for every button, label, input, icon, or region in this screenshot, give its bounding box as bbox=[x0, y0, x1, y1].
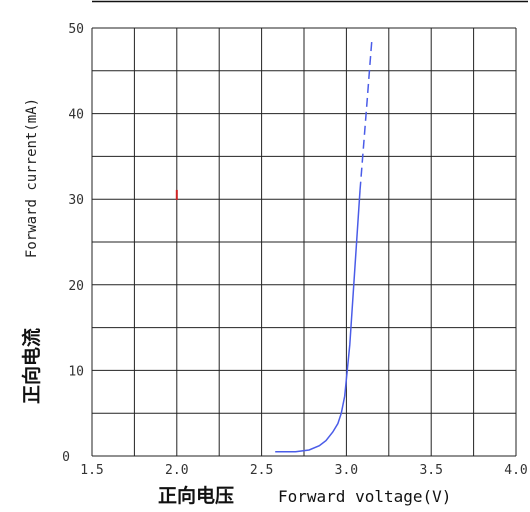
series-group bbox=[275, 40, 373, 453]
iv-curve-solid bbox=[275, 190, 361, 453]
y-axis-label-cn: 正向电流 bbox=[20, 328, 43, 404]
y-tick-label: 10 bbox=[68, 364, 84, 379]
x-tick-label: 2.5 bbox=[250, 463, 273, 478]
x-tick-label: 3.0 bbox=[335, 463, 358, 478]
x-axis-label-en: Forward voltage(V) bbox=[278, 487, 451, 506]
y-tick-label: 50 bbox=[68, 22, 84, 37]
iv-curve-dashed bbox=[359, 40, 373, 191]
x-tick-label: 2.0 bbox=[165, 463, 188, 478]
y-tick-label: 0 bbox=[62, 450, 70, 465]
grid bbox=[91, 27, 517, 457]
x-axis-label-cn: 正向电压 bbox=[158, 484, 234, 507]
x-tick-labels: 1.5 2.0 2.5 3.0 3.5 4.0 bbox=[80, 463, 527, 478]
y-tick-label: 30 bbox=[68, 193, 84, 208]
x-tick-label: 4.0 bbox=[504, 463, 527, 478]
x-tick-label: 3.5 bbox=[419, 463, 442, 478]
y-tick-labels: 0 10 20 30 40 50 bbox=[62, 22, 84, 465]
y-tick-label: 40 bbox=[68, 108, 84, 123]
x-tick-label: 1.5 bbox=[80, 463, 103, 478]
y-tick-label: 20 bbox=[68, 279, 84, 294]
y-axis-label-en: Forward current(mA) bbox=[24, 98, 40, 258]
